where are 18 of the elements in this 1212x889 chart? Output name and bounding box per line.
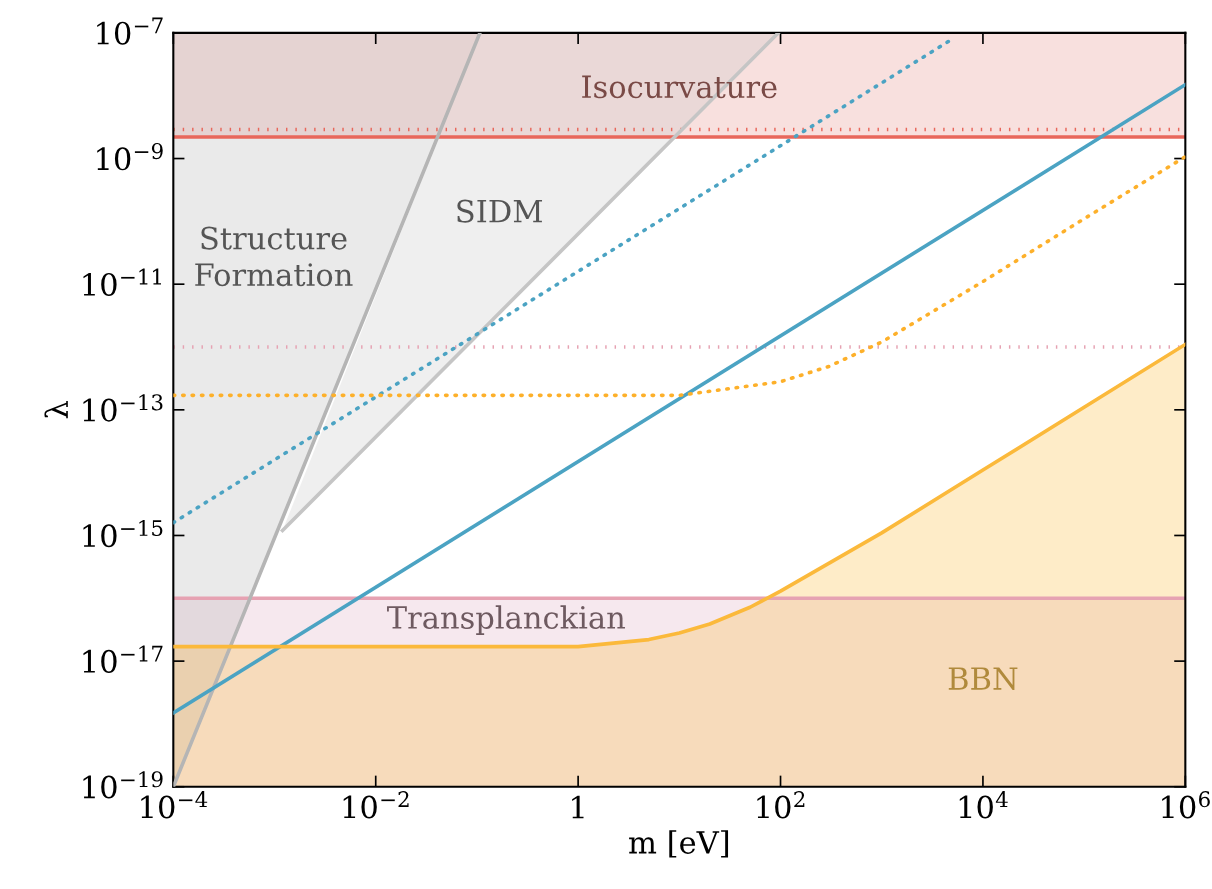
x-tick-label: 10$^{6}$ (1162, 791, 1210, 819)
y-tick-label: 10$^{−7}$ (97, 17, 163, 45)
y-tick-label: 10$^{−15}$ (83, 519, 163, 548)
annotation: Transplanckian (387, 605, 625, 635)
x-tick-label: 10$^{4}$ (959, 791, 1008, 819)
y-tick-label: 10$^{−11}$ (83, 268, 161, 297)
y-tick-label: 10$^{−13}$ (83, 394, 163, 422)
annotation: Isocurvature (582, 75, 777, 99)
annotation: BBN (948, 667, 1018, 691)
annotation: SIDM (457, 199, 543, 223)
y-tick-label: 10$^{−17}$ (83, 645, 163, 673)
x-tick-label: 10$^{2}$ (757, 791, 805, 819)
x-tick-label: 1 (572, 795, 584, 819)
annotation: Structure Formation (195, 226, 353, 287)
y-tick-label: 10$^{−9}$ (97, 142, 163, 171)
x-axis-title: m [eV] (629, 830, 729, 858)
x-tick-label: 10$^{−2}$ (343, 791, 409, 819)
y-axis-title: λ (44, 401, 68, 419)
